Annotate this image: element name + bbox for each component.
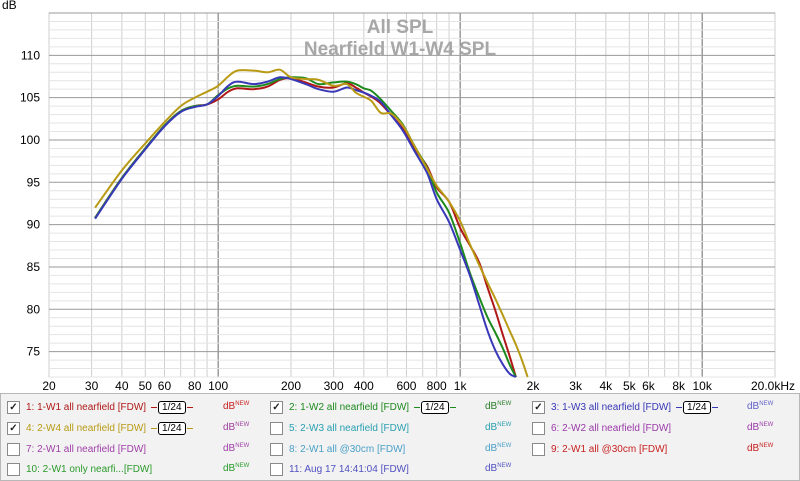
legend-item-9[interactable]: 9: 2-W1 all @30cm [FDW] [532,440,667,458]
legend-checkbox[interactable] [270,462,283,476]
legend-item-10[interactable]: 10: 2-W1 only nearfi...[FDW] [7,460,152,478]
x-tick-label: 6k [642,379,656,393]
smoothing-badge[interactable]: 1/24 [676,400,718,414]
series-line-4 [94,68,529,378]
x-tick-label: 800 [427,379,447,393]
legend-item-1[interactable]: ✓ 1: 1-W1 all nearfield [FDW] 1/24 [7,398,193,416]
legend-checkbox[interactable]: ✓ [270,400,283,414]
x-tick-label: 300 [324,379,344,393]
x-tick-label: 3k [569,379,583,393]
legend-item-label: 4: 2-W4 all nearfield [FDW] [26,422,147,434]
legend-item-2[interactable]: ✓ 2: 1-W2 all nearfield [FDW] 1/24 [270,398,456,416]
legend-unit: dBNEW [223,422,250,433]
legend-item-label: 7: 2-W1 all nearfield [FDW] [26,443,147,455]
x-tick-label: 60 [158,379,172,393]
x-tick-label: 80 [188,379,202,393]
y-tick-label: 80 [27,302,41,316]
legend-item-5[interactable]: 5: 2-W3 all nearfield [FDW] [270,419,409,437]
legend-panel: ✓ 1: 1-W1 all nearfield [FDW] 1/24 dBNEW ✓ 2:… [0,393,800,481]
plot-area [48,12,776,378]
legend-unit: dBNEW [485,463,512,474]
x-tick-label: 4k [600,379,614,393]
legend-item-4[interactable]: ✓ 4: 2-W4 all nearfield [FDW] 1/24 [7,419,193,437]
legend-unit: dBNEW [223,443,250,454]
legend-item-label: 1: 1-W1 all nearfield [FDW] [26,401,147,413]
legend-checkbox[interactable] [532,442,545,456]
y-tick-label: 110 [21,48,40,62]
smoothing-badge[interactable]: 1/24 [151,400,193,414]
legend-item-6[interactable]: 6: 2-W2 all nearfield [FDW] [532,419,671,437]
legend-item-7[interactable]: 7: 2-W1 all nearfield [FDW] [7,440,146,458]
y-tick-label: 105 [20,91,40,105]
x-tick-label: 600 [396,379,416,393]
y-tick-label: 75 [27,345,41,359]
x-tick-label: 8k [672,379,686,393]
smoothing-badge[interactable]: 1/24 [151,421,193,435]
x-tick-label: 5k [623,379,637,393]
x-tick-label: 100 [208,379,228,393]
legend-checkbox[interactable] [7,442,20,456]
x-tick-label: 30 [85,379,99,393]
legend-unit: dBNEW [747,422,774,433]
x-tick-label: 2k [527,379,541,393]
grid-lines [48,12,776,378]
legend-item-label: 10: 2-W1 only nearfi...[FDW] [26,463,153,475]
legend-checkbox[interactable] [7,462,20,476]
legend-item-label: 6: 2-W2 all nearfield [FDW] [551,422,672,434]
x-tick-label: 10k [692,379,712,393]
legend-unit: dBNEW [485,401,512,412]
x-tick-label: 400 [354,379,374,393]
legend-checkbox[interactable]: ✓ [532,400,545,414]
legend-item-label: 11: Aug 17 14:41:04 [FDW] [289,463,409,475]
smoothing-badge[interactable]: 1/24 [414,400,456,414]
legend-unit: dBNEW [485,443,512,454]
legend-checkbox[interactable] [532,421,545,435]
x-tick-label: 50 [139,379,153,393]
legend-unit: dBNEW [747,443,774,454]
legend-item-11[interactable]: 11: Aug 17 14:41:04 [FDW] [270,460,409,478]
legend-checkbox[interactable] [270,442,283,456]
spl-chart: 20 30 40 50 60 80 100 200 300 400 600 800 1k 2k 3k 4k 5k… [2,0,795,393]
y-axis-tick-labels: 75 80 85 90 95 100 105 110 [20,48,40,358]
x-tick-label: 20 [42,379,56,393]
legend-unit: dBNEW [223,401,250,412]
legend-item-3[interactable]: ✓ 3: 1-W3 all nearfield [FDW] 1/24 [532,398,718,416]
legend-checkbox[interactable]: ✓ [7,400,20,414]
chart-subtitle: Nearfield W1-W4 SPL [304,39,497,60]
legend-unit: dBNEW [747,401,774,412]
legend-item-label: 8: 2-W1 all @30cm [FDW] [289,443,406,455]
legend-item-label: 2: 1-W2 all nearfield [FDW] [289,401,410,413]
legend-unit: dBNEW [223,463,250,474]
y-tick-label: 90 [27,218,41,232]
x-tick-label: 1k [454,379,468,393]
x-tick-label: 200 [281,379,301,393]
y-tick-label: 85 [27,260,41,274]
legend-checkbox[interactable]: ✓ [7,421,20,435]
legend-item-label: 5: 2-W3 all nearfield [FDW] [289,422,410,434]
legend-item-label: 3: 1-W3 all nearfield [FDW] [551,401,672,413]
y-axis-label: dB [2,0,17,12]
x-tick-label: 20.0kHz [751,379,795,393]
y-tick-label: 95 [27,175,41,189]
x-tick-label: 40 [115,379,129,393]
y-tick-label: 100 [20,133,40,147]
legend-item-label: 9: 2-W1 all @30cm [FDW] [551,443,668,455]
series-lines [94,68,529,378]
chart-title: All SPL [367,17,434,38]
legend-item-8[interactable]: 8: 2-W1 all @30cm [FDW] [270,440,405,458]
legend-unit: dBNEW [485,422,512,433]
legend-checkbox[interactable] [270,421,283,435]
x-axis-tick-labels: 20 30 40 50 60 80 100 200 300 400 600 800 1k 2k 3k 4k 5k… [42,379,795,393]
